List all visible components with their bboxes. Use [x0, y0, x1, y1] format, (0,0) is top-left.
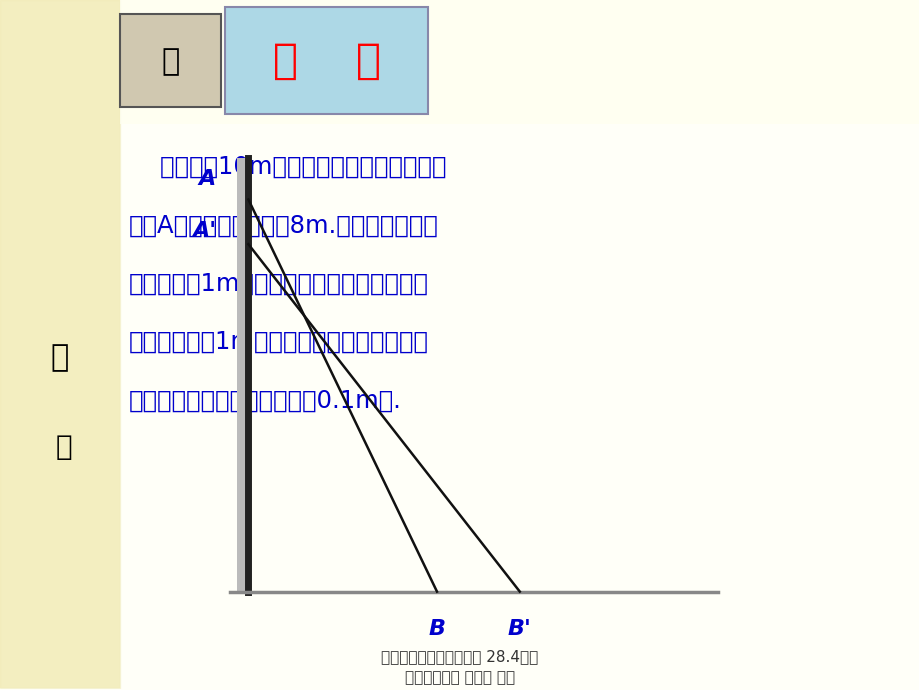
- Text: A': A': [192, 221, 216, 241]
- Text: 【最新】九年级数学上册 28.4方程
的近似解课件 冀教版 课件: 【最新】九年级数学上册 28.4方程 的近似解课件 冀教版 课件: [381, 649, 538, 685]
- Text: 一架长为10m的梯子斜靠在墙上，梯子的: 一架长为10m的梯子斜靠在墙上，梯子的: [129, 155, 446, 179]
- Text: 练    习: 练 习: [272, 39, 380, 81]
- Text: 程解的大致范围（误差不超过0.1m）.: 程解的大致范围（误差不超过0.1m）.: [129, 388, 402, 413]
- Text: 🐝: 🐝: [56, 433, 73, 461]
- Bar: [119, 0, 919, 124]
- Bar: [237, 158, 248, 591]
- Text: 沿墙面下滑1m，那么梯子的底端在地面上滑: 沿墙面下滑1m，那么梯子的底端在地面上滑: [129, 272, 428, 296]
- Text: 📚: 📚: [161, 48, 179, 77]
- Text: 动的距离也是1m吗？请列出方程，并估计方: 动的距离也是1m吗？请列出方程，并估计方: [129, 331, 428, 354]
- Text: A: A: [199, 169, 215, 189]
- Text: B: B: [428, 619, 445, 639]
- Text: B': B': [507, 619, 531, 639]
- FancyBboxPatch shape: [119, 14, 221, 107]
- Text: 🌼: 🌼: [51, 343, 69, 372]
- Text: 顶端A除到地面的距离为8m.如果梯子的顶端: 顶端A除到地面的距离为8m.如果梯子的顶端: [129, 213, 438, 237]
- Bar: [0, 0, 119, 688]
- FancyBboxPatch shape: [225, 7, 427, 114]
